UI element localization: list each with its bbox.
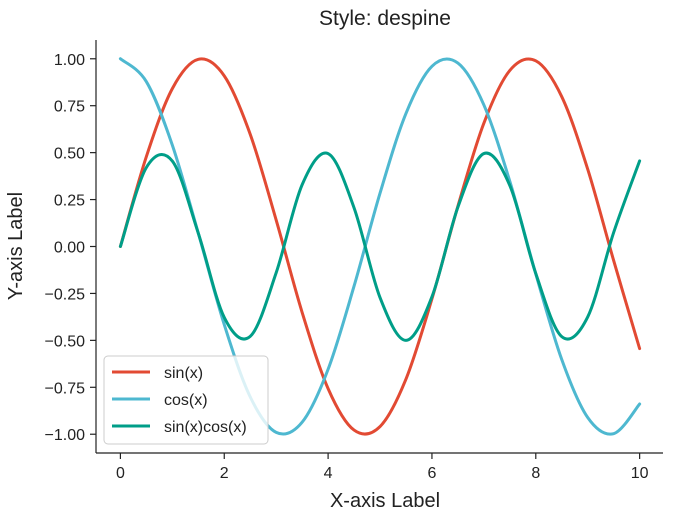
y-tick-label: 0.50 (54, 146, 85, 163)
x-tick-label: 6 (427, 465, 436, 482)
x-tick-label: 4 (324, 465, 333, 482)
plot-area (118, 57, 642, 436)
legend: sin(x)cos(x)sin(x)cos(x) (103, 355, 269, 445)
x-tick-label: 0 (116, 465, 125, 482)
y-tick-label: 0.75 (54, 99, 85, 116)
y-tick-label: 0.25 (54, 193, 85, 210)
series-line-0 (118, 57, 642, 436)
x-tick-label: 2 (220, 465, 229, 482)
legend-label-2: sin(x)cos(x) (164, 419, 247, 436)
y-axis-label: Y-axis Label (5, 192, 27, 300)
y-tick-label: −0.50 (45, 333, 86, 350)
legend-label-1: cos(x) (164, 392, 208, 409)
x-tick-label: 10 (631, 465, 649, 482)
y-tick-label: −1.00 (45, 427, 86, 444)
y-tick-label: −0.25 (45, 286, 86, 303)
y-tick-label: 1.00 (54, 52, 85, 69)
x-axis-label: X-axis Label (330, 490, 440, 512)
legend-box (103, 355, 269, 445)
legend-label-0: sin(x) (164, 365, 203, 382)
chart-title: Style: despine (319, 7, 451, 30)
series-group (118, 57, 642, 436)
y-tick-label: −0.75 (45, 380, 86, 397)
x-ticks: 0 2 4 6 8 10 (116, 453, 649, 482)
x-tick-label: 8 (531, 465, 540, 482)
y-tick-label: 0.00 (54, 240, 85, 257)
series-line-2 (118, 151, 642, 342)
y-ticks: 1.00 0.75 0.50 0.25 0.00 −0.25 −0.50 −0.75 −1.00 (45, 52, 96, 444)
